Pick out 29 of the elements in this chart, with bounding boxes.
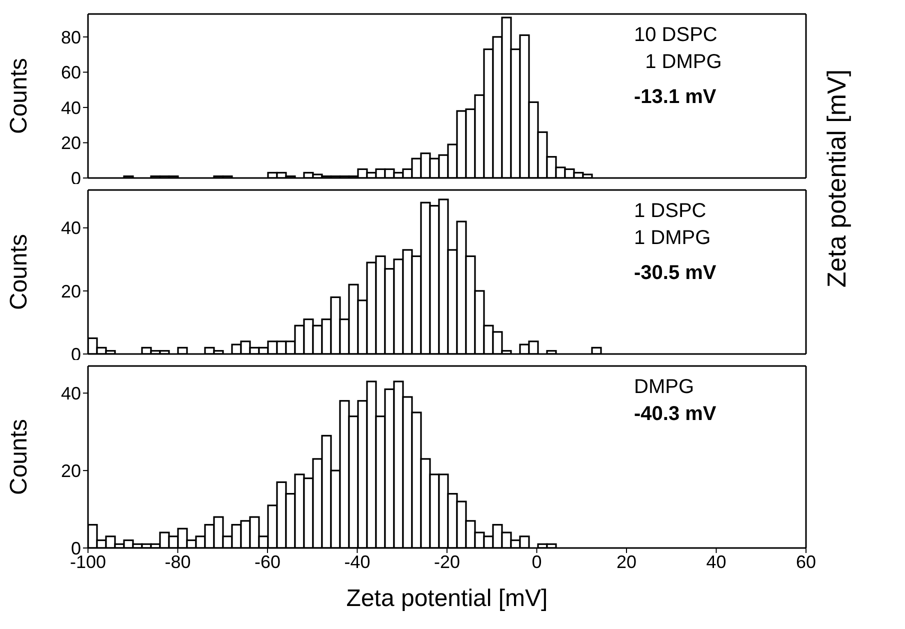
y2-axis-title: Zeta potential [mV] <box>822 68 852 288</box>
x-tick-label: -20 <box>434 552 460 572</box>
x-tick-label: -60 <box>254 552 281 572</box>
y-tick-label: 60 <box>60 62 81 83</box>
x-tick-label: -40 <box>344 552 370 572</box>
y-tick-label: 20 <box>60 281 81 302</box>
annotation: -13.1 mV <box>634 85 718 110</box>
annotation: -40.3 mV <box>634 402 716 427</box>
y-axis-title: Counts <box>6 418 33 496</box>
y-tick-label: 40 <box>60 98 81 118</box>
annotation: 1 DMPG <box>644 50 722 75</box>
y-tick-label: 20 <box>60 133 81 154</box>
annotation: DMPG <box>634 375 695 400</box>
x-tick-label: 40 <box>706 552 726 572</box>
y-tick-label: 40 <box>60 218 81 238</box>
annotation: -30.5 mV <box>634 261 716 286</box>
x-tick-label: -80 <box>164 552 191 572</box>
y-tick-label: 20 <box>60 460 81 481</box>
y-axis-title: Counts <box>6 58 33 134</box>
y-tick-label: 40 <box>60 383 81 404</box>
x-tick-label: 60 <box>796 552 816 572</box>
annotation: 1 DMPG <box>634 226 712 251</box>
annotation: 1 DSPC <box>634 199 708 224</box>
y-tick-label: 80 <box>60 27 81 48</box>
annotation: 10 DSPC <box>634 23 718 48</box>
x-axis-title: Zeta potential [mV] <box>346 585 548 612</box>
y-axis-title: Counts <box>6 234 33 310</box>
x-tick-label: 0 <box>532 552 542 572</box>
x-tick-label: 20 <box>616 552 637 572</box>
